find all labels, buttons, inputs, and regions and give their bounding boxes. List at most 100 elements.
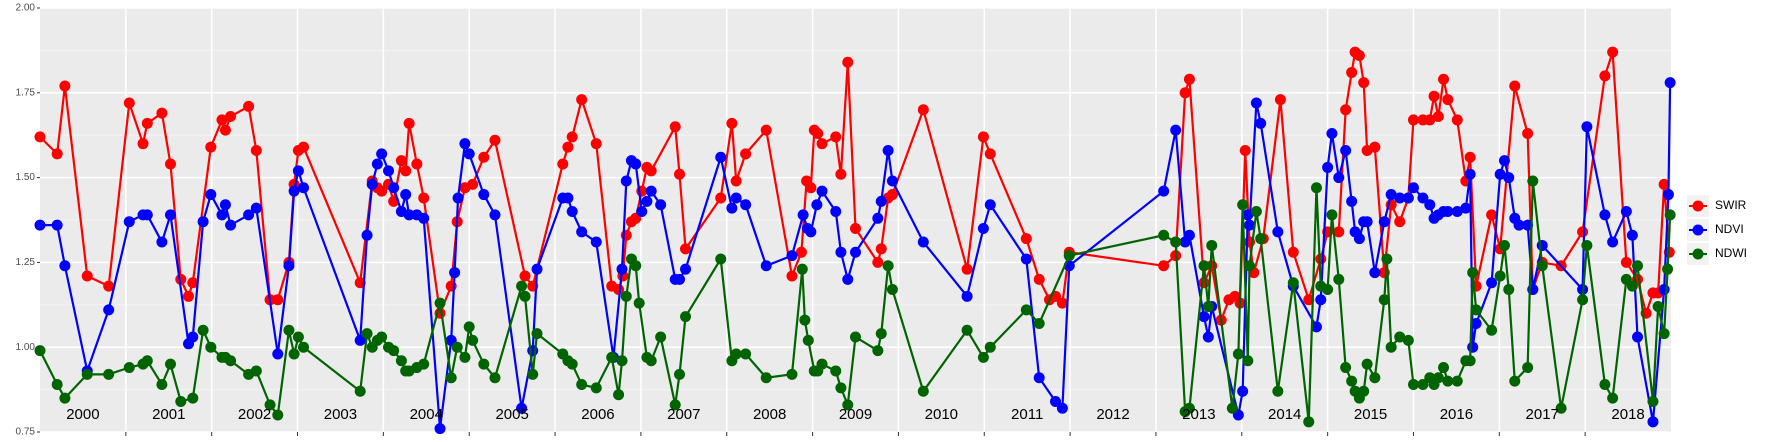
point [418,358,430,370]
year-label: 2014 [1268,406,1301,423]
point [1033,273,1045,285]
point [1158,185,1170,197]
point [34,219,46,231]
point [283,324,295,336]
point [376,331,388,343]
point [835,246,847,258]
point [1183,402,1195,414]
point [1607,392,1619,404]
year-label: 2011 [1011,406,1043,423]
point [590,382,602,394]
point [816,138,828,150]
point [1170,236,1182,248]
point [645,165,657,177]
point [645,355,657,367]
point [354,385,366,397]
point [81,270,93,282]
point [51,148,63,160]
year-label: 2004 [410,406,443,423]
point [1599,209,1611,221]
point [1536,239,1548,251]
y-tick-label: 1.50 [16,172,36,183]
point [1056,297,1068,309]
point [1581,121,1593,133]
point [272,294,284,306]
point [842,399,854,411]
year-label: 2007 [667,406,700,423]
point [740,348,752,360]
point [740,148,752,160]
point [197,216,209,228]
point [917,385,929,397]
point [655,199,667,211]
point [816,358,828,370]
point [1464,168,1476,180]
point [463,148,475,160]
point [1442,375,1454,387]
point [1287,277,1299,289]
point [886,175,898,187]
point [1607,46,1619,58]
point [1244,219,1256,231]
point [183,290,195,302]
point [620,290,632,302]
point [459,351,471,363]
point [34,345,46,357]
point [1432,372,1444,384]
point [835,168,847,180]
point [835,382,847,394]
point [1522,362,1534,374]
point [403,209,415,221]
point [1340,104,1352,116]
point [1662,189,1674,201]
point [187,331,199,343]
point [1494,168,1506,180]
point [1183,229,1195,241]
point [531,328,543,340]
point [1658,328,1670,340]
y-tick-label: 2.00 [16,3,36,14]
point [1237,199,1249,211]
point [395,355,407,367]
point [1442,94,1454,106]
point [1340,144,1352,156]
point [1599,70,1611,82]
point [1662,263,1674,275]
point [1303,416,1315,428]
point [1424,199,1436,211]
point [1033,372,1045,384]
point [1232,348,1244,360]
year-label: 2018 [1611,406,1644,423]
point [1237,385,1249,397]
point [467,334,479,346]
point [616,355,628,367]
point [395,155,407,167]
point [388,182,400,194]
point [641,195,653,207]
year-label: 2013 [1182,406,1215,423]
point [1658,284,1670,296]
point [715,151,727,163]
point [489,209,501,221]
point [566,131,578,143]
point [850,246,861,258]
point [219,124,231,136]
point [1647,395,1659,407]
point [519,270,531,282]
point [630,260,642,272]
year-label: 2016 [1440,406,1473,423]
point [1361,358,1373,370]
point [977,131,989,143]
point [1607,236,1619,248]
point [1170,124,1182,136]
point [103,280,115,292]
point [886,189,898,201]
point [272,348,284,360]
point [730,175,742,187]
point [1340,362,1352,374]
point [467,178,479,190]
point [411,158,423,170]
point [1198,260,1210,272]
point [1326,209,1338,221]
point [730,192,742,204]
